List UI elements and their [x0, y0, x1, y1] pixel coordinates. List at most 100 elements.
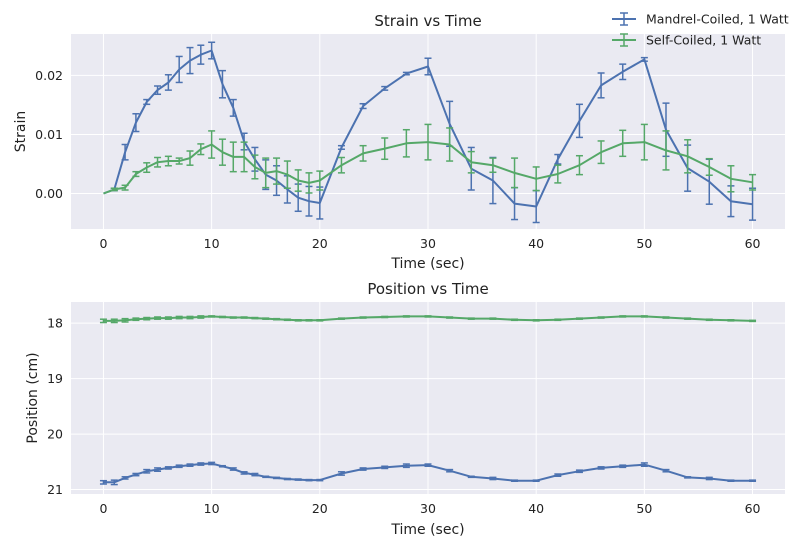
strain-errorbar-self-coiled	[554, 164, 562, 184]
position-errorbar-self-coiled	[229, 316, 237, 319]
position-errorbar-mandrel-coiled	[273, 476, 281, 480]
strain-errorbar-self-coiled	[705, 157, 713, 176]
strain-errorbar-self-coiled	[218, 138, 226, 166]
strain-errorbar-self-coiled	[283, 160, 291, 189]
position-errorbar-self-coiled	[381, 315, 389, 319]
position-chart-title: Position vs Time	[367, 280, 488, 298]
strain-errorbar-self-coiled	[186, 150, 194, 166]
position-errorbar-self-coiled	[749, 319, 757, 323]
strain-errorbar-self-coiled	[110, 187, 118, 192]
strain-errorbar-mandrel-coiled	[554, 153, 562, 165]
position-y-tick-label: 20	[47, 427, 63, 442]
strain-tick-labels: 0 10 20 30 40 50 60 0.00 0.01 0.02	[35, 68, 760, 251]
position-panel: 0 10 20 30 40 50 60 18 19 20 21 Position vs Time T…	[25, 280, 785, 538]
position-errorbar-self-coiled	[110, 318, 118, 324]
position-errorbar-mandrel-coiled	[197, 462, 205, 466]
position-errorbar-self-coiled	[640, 315, 648, 318]
strain-errorbar-mandrel-coiled	[164, 74, 172, 91]
strain-x-tick-label: 60	[745, 236, 761, 251]
position-errorbar-self-coiled	[154, 316, 162, 320]
position-y-tick-label: 18	[47, 316, 63, 331]
position-errorbar-mandrel-coiled	[597, 466, 605, 470]
strain-errorbar-mandrel-coiled	[208, 41, 216, 60]
strain-errorbar-self-coiled	[511, 157, 519, 189]
position-errorbar-mandrel-coiled	[359, 467, 367, 471]
position-errorbar-mandrel-coiled	[262, 475, 270, 479]
position-errorbar-mandrel-coiled	[402, 463, 410, 469]
strain-errorbar-self-coiled	[164, 155, 172, 167]
position-errorbar-mandrel-coiled	[424, 463, 432, 468]
strain-errorbar-self-coiled	[229, 141, 237, 173]
strain-y-axis-label: Strain	[13, 111, 29, 152]
position-x-axis-label: Time (sec)	[390, 522, 464, 538]
strain-errorbar-self-coiled	[305, 172, 313, 194]
position-y-tick-label: 19	[47, 371, 63, 386]
position-errorbar-mandrel-coiled	[749, 479, 757, 482]
position-errorbar-mandrel-coiled	[446, 468, 454, 473]
position-errorbar-self-coiled	[597, 316, 605, 319]
legend: Mandrel-Coiled, 1 Watt Self-Coiled, 1 Wa…	[612, 12, 789, 48]
strain-errorbar-self-coiled	[619, 129, 627, 158]
position-errorbar-mandrel-coiled	[143, 468, 151, 474]
position-errorbar-mandrel-coiled	[283, 477, 291, 481]
strain-errorbar-self-coiled	[684, 139, 692, 174]
position-errorbar-self-coiled	[186, 315, 194, 320]
position-errorbar-self-coiled	[164, 316, 172, 320]
strain-errorbar-mandrel-coiled	[640, 56, 648, 62]
strain-y-tick-label: 0.01	[35, 127, 63, 142]
position-errorbar-mandrel-coiled	[619, 464, 627, 469]
position-errorbar-self-coiled	[424, 315, 432, 318]
strain-errorbar-self-coiled	[337, 156, 345, 174]
position-errorbar-self-coiled	[532, 319, 540, 322]
strain-errorbar-self-coiled	[402, 128, 410, 158]
position-errorbar-self-coiled	[251, 316, 259, 320]
position-x-tick-label: 60	[745, 501, 761, 516]
strain-x-tick-label: 50	[636, 236, 652, 251]
legend-entry-mandrel-coiled: Mandrel-Coiled, 1 Watt	[612, 12, 789, 27]
strain-errorbar-self-coiled	[359, 144, 367, 162]
position-x-tick-label: 0	[99, 501, 107, 516]
position-series-mandrel-coiled	[99, 461, 757, 486]
strain-errorbar-mandrel-coiled	[143, 98, 151, 106]
position-errorbar-mandrel-coiled	[240, 471, 248, 475]
position-errorbar-mandrel-coiled	[532, 479, 540, 482]
position-errorbar-self-coiled	[294, 319, 302, 322]
position-errorbar-self-coiled	[99, 318, 107, 324]
strain-errorbar-self-coiled	[424, 123, 432, 161]
position-errorbar-mandrel-coiled	[121, 476, 129, 480]
strain-errorbar-self-coiled	[132, 170, 140, 178]
position-errorbar-mandrel-coiled	[305, 478, 313, 482]
position-errorbar-self-coiled	[273, 317, 281, 321]
strain-errorbar-self-coiled	[381, 137, 389, 161]
position-errorbar-self-coiled	[175, 315, 183, 320]
position-errorbar-mandrel-coiled	[727, 479, 735, 482]
position-errorbar-self-coiled	[359, 316, 367, 319]
strain-errorbar-self-coiled	[262, 157, 270, 189]
position-errorbar-mandrel-coiled	[575, 469, 583, 474]
position-errorbar-self-coiled	[684, 317, 692, 320]
strain-errorbar-mandrel-coiled	[229, 98, 237, 117]
strain-errorbar-self-coiled	[175, 157, 183, 165]
strain-errorbar-mandrel-coiled	[337, 144, 345, 150]
strain-errorbar-self-coiled	[197, 143, 205, 156]
position-errorbar-mandrel-coiled	[164, 466, 172, 470]
position-errorbar-self-coiled	[283, 318, 291, 322]
position-errorbar-self-coiled	[511, 318, 519, 322]
strain-x-tick-label: 40	[528, 236, 544, 251]
position-errorbar-self-coiled	[402, 315, 410, 318]
strain-chart-title: Strain vs Time	[374, 12, 481, 30]
legend-entry-self-coiled: Self-Coiled, 1 Watt	[612, 33, 761, 48]
legend-label-self-coiled: Self-Coiled, 1 Watt	[646, 33, 761, 48]
strain-errorbar-self-coiled	[662, 130, 670, 171]
position-errorbar-self-coiled	[575, 317, 583, 320]
position-errorbar-self-coiled	[467, 317, 475, 320]
strain-errorbar-self-coiled	[532, 166, 540, 192]
position-errorbar-mandrel-coiled	[662, 468, 670, 473]
strain-series-mandrel-coiled	[103, 41, 757, 224]
strain-errorbar-mandrel-coiled	[175, 55, 183, 84]
position-errorbar-mandrel-coiled	[251, 472, 259, 477]
position-errorbar-self-coiled	[489, 317, 497, 320]
position-y-tick-label: 21	[47, 482, 63, 497]
position-errorbar-self-coiled	[662, 316, 670, 319]
position-errorbar-self-coiled	[619, 315, 627, 318]
